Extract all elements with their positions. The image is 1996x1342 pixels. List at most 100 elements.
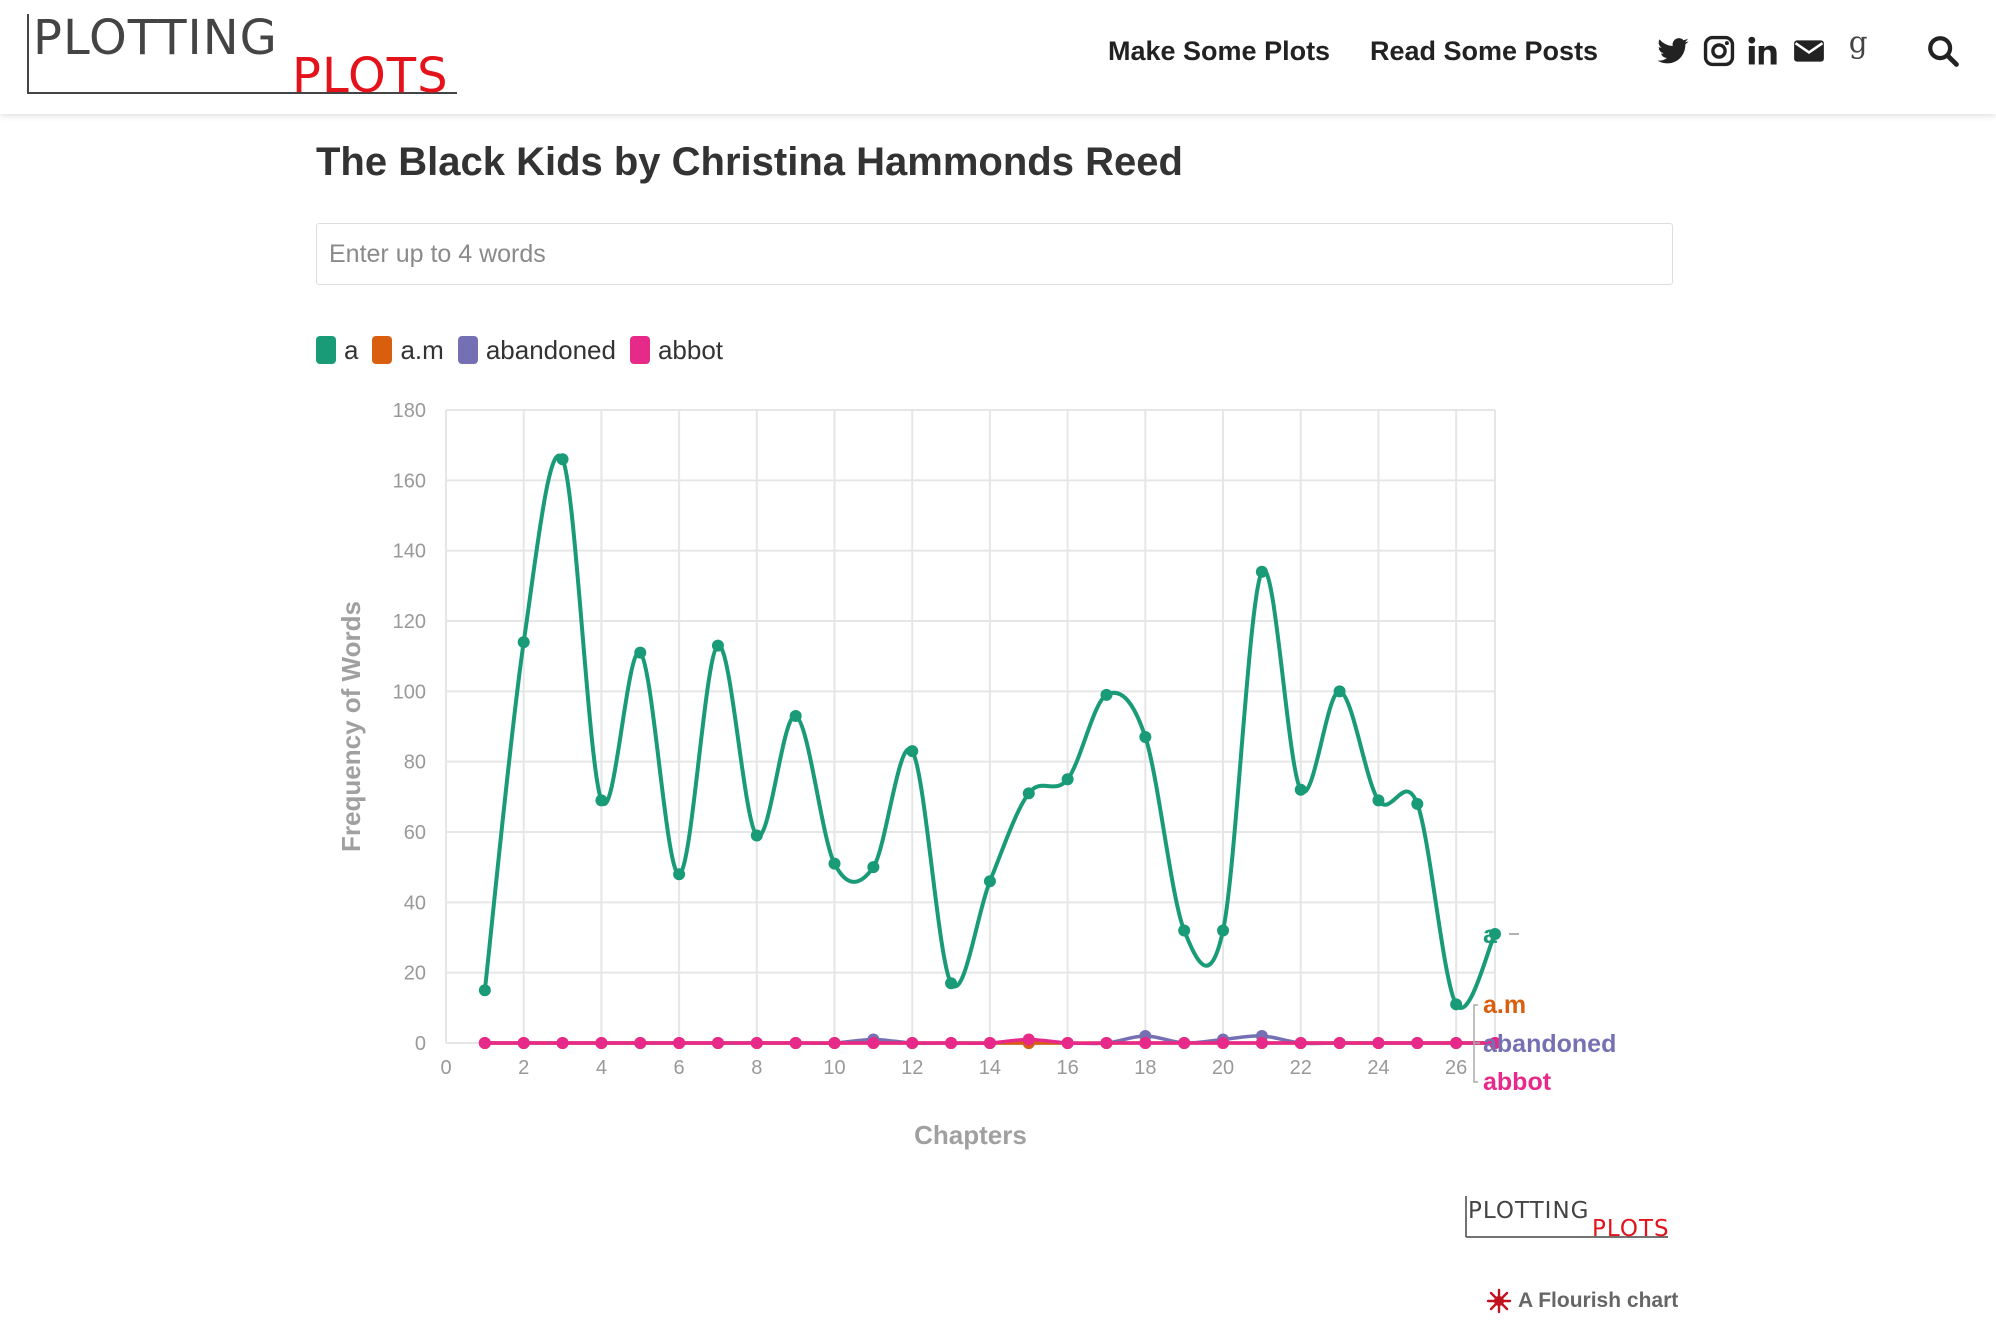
- site-logo[interactable]: PLOTTING PLOTS: [27, 6, 467, 104]
- data-point: [1294, 1037, 1307, 1049]
- data-point: [789, 1037, 802, 1049]
- series-a: [478, 453, 1501, 1011]
- data-point: [1255, 565, 1268, 578]
- footer-logo-text-bottom: PLOTS: [1592, 1216, 1670, 1242]
- data-point: [673, 1037, 686, 1049]
- data-point: [1333, 1037, 1346, 1049]
- footer-logo-text-top: PLOTTING: [1468, 1198, 1589, 1224]
- data-point: [945, 977, 958, 990]
- data-point: [634, 646, 647, 659]
- x-tick-label: 20: [1212, 1057, 1234, 1079]
- nav-make-some-plots[interactable]: Make Some Plots: [1108, 36, 1331, 66]
- y-tick-label: 140: [393, 541, 426, 563]
- twitter-icon[interactable]: [1656, 34, 1690, 68]
- page-title: The Black Kids by Christina Hammonds Ree…: [316, 140, 1183, 184]
- legend-item-1[interactable]: a.m: [372, 334, 444, 366]
- data-point: [517, 1037, 530, 1049]
- data-point: [595, 794, 608, 807]
- goodreads-icon[interactable]: g: [1842, 26, 1876, 64]
- data-point: [1217, 1037, 1230, 1049]
- x-tick-label: 18: [1134, 1057, 1156, 1079]
- legend-swatch: [457, 336, 478, 364]
- end-label: a: [1483, 921, 1498, 949]
- legend-label: a.m: [400, 334, 444, 365]
- data-point: [1411, 1037, 1424, 1049]
- data-point: [983, 875, 996, 888]
- flourish-icon: [1486, 1288, 1512, 1314]
- data-point: [1061, 1037, 1074, 1049]
- x-tick-label: 22: [1290, 1057, 1312, 1079]
- search-icon[interactable]: [1926, 34, 1960, 68]
- legend-item-0[interactable]: a: [316, 335, 358, 366]
- data-point: [789, 709, 802, 722]
- y-tick-label: 40: [404, 892, 426, 914]
- data-point: [983, 1037, 996, 1049]
- data-point: [673, 868, 686, 881]
- y-axis-title: Frequency of Words: [336, 601, 366, 852]
- site-header: PLOTTING PLOTS Make Some Plots Read Some…: [0, 0, 1996, 114]
- data-point: [1178, 1037, 1191, 1049]
- legend-swatch: [372, 336, 393, 364]
- data-point: [1061, 773, 1074, 786]
- legend-label: abandoned: [485, 334, 616, 365]
- data-point: [556, 453, 569, 466]
- x-tick-label: 6: [674, 1057, 685, 1079]
- x-tick-label: 0: [440, 1057, 451, 1079]
- nav-read-some-posts[interactable]: Read Some Posts: [1370, 36, 1599, 66]
- y-tick-label: 100: [393, 681, 426, 703]
- data-point: [1100, 1037, 1113, 1049]
- data-point: [517, 636, 530, 649]
- data-point: [1489, 1037, 1501, 1049]
- data-point: [1022, 787, 1035, 800]
- data-point: [634, 1037, 647, 1049]
- data-point: [1450, 998, 1463, 1011]
- y-tick-label: 60: [404, 822, 426, 844]
- data-point: [1100, 688, 1113, 701]
- end-label: a.m: [1483, 991, 1526, 1019]
- x-axis-title: Chapters: [914, 1120, 1027, 1150]
- data-point: [1139, 731, 1152, 744]
- legend-item-2[interactable]: abandoned: [457, 334, 616, 366]
- data-point: [750, 1037, 763, 1049]
- data-point: [1489, 927, 1501, 940]
- instagram-icon[interactable]: [1702, 34, 1736, 68]
- logo-bracket-horizontal: [27, 92, 457, 94]
- data-point: [867, 861, 880, 874]
- logo-text-top: PLOTTING: [33, 10, 278, 66]
- y-tick-label: 20: [404, 963, 426, 985]
- envelope-icon[interactable]: [1792, 34, 1826, 68]
- x-tick-label: 2: [518, 1057, 529, 1079]
- data-point: [1139, 1037, 1152, 1049]
- svg-text:g: g: [1849, 30, 1868, 60]
- y-tick-label: 120: [393, 611, 426, 633]
- y-tick-label: 0: [415, 1033, 426, 1055]
- x-tick-label: 24: [1367, 1057, 1389, 1079]
- data-point: [478, 984, 491, 997]
- data-point: [1411, 797, 1424, 810]
- linkedin-icon[interactable]: [1746, 34, 1780, 68]
- flourish-label: A Flourish chart: [1518, 1289, 1679, 1312]
- series-abbot: [478, 1033, 1501, 1049]
- y-tick-label: 180: [393, 400, 426, 422]
- x-tick-label: 8: [751, 1057, 762, 1079]
- x-tick-label: 4: [596, 1057, 607, 1079]
- data-point: [711, 639, 724, 652]
- data-point: [1022, 1033, 1035, 1046]
- data-point: [711, 1037, 724, 1049]
- x-tick-label: 12: [901, 1057, 923, 1079]
- data-point: [1217, 924, 1230, 937]
- legend-label: a: [344, 334, 359, 365]
- data-point: [906, 745, 919, 758]
- data-point: [867, 1037, 880, 1049]
- legend-item-3[interactable]: abbot: [629, 334, 724, 366]
- flourish-credit[interactable]: A Flourish chart: [1486, 1288, 1678, 1314]
- data-point: [595, 1037, 608, 1049]
- data-point: [1294, 783, 1307, 796]
- data-point: [1255, 1037, 1268, 1049]
- legend-swatch: [316, 336, 336, 364]
- legend-label: abbot: [657, 334, 724, 365]
- data-point: [945, 1037, 958, 1049]
- word-search-input[interactable]: [316, 223, 1673, 285]
